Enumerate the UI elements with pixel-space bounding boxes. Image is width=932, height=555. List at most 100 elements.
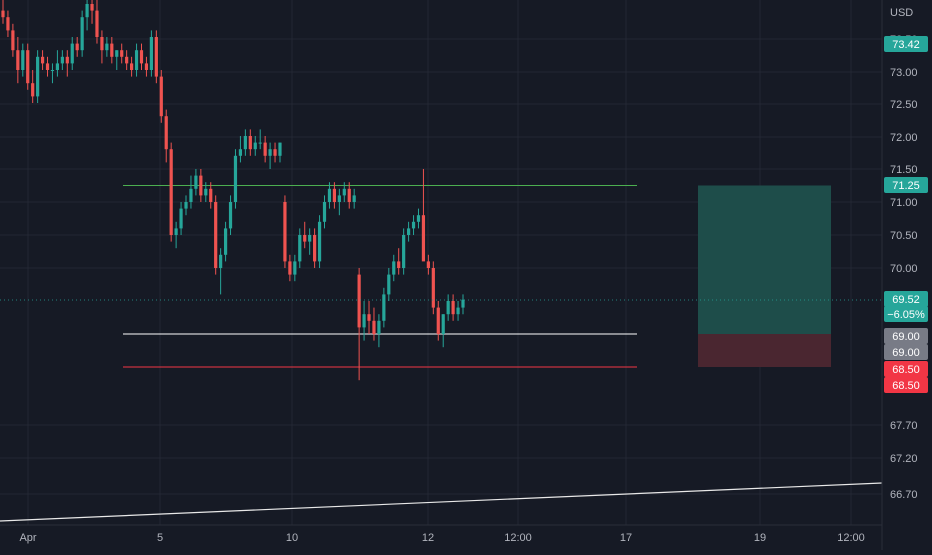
candle[interactable]	[194, 169, 198, 196]
candle[interactable]	[184, 195, 188, 216]
candle[interactable]	[402, 228, 406, 275]
candle[interactable]	[204, 182, 208, 202]
candle[interactable]	[397, 248, 401, 275]
candle[interactable]	[125, 50, 129, 70]
candle[interactable]	[120, 43, 124, 64]
candle[interactable]	[253, 136, 257, 156]
candle[interactable]	[40, 50, 45, 70]
candle[interactable]	[36, 50, 40, 103]
candle[interactable]	[456, 301, 460, 321]
candle[interactable]	[199, 169, 203, 202]
candle[interactable]	[139, 43, 144, 70]
candle[interactable]	[45, 56, 50, 77]
candle[interactable]	[154, 30, 158, 84]
candle[interactable]	[1, 0, 5, 24]
candle[interactable]	[189, 175, 193, 209]
candle[interactable]	[214, 195, 218, 275]
candle[interactable]	[258, 129, 262, 150]
candle[interactable]	[248, 129, 252, 156]
candle[interactable]	[441, 314, 445, 348]
candle[interactable]	[411, 215, 416, 235]
candle[interactable]	[11, 23, 15, 57]
candle[interactable]	[273, 142, 277, 163]
candle[interactable]	[283, 195, 287, 268]
candle[interactable]	[65, 50, 69, 77]
candle[interactable]	[357, 268, 361, 381]
candle[interactable]	[130, 56, 134, 77]
candle[interactable]	[362, 301, 366, 341]
candle[interactable]	[6, 10, 10, 37]
candle[interactable]	[377, 314, 381, 348]
candle[interactable]	[70, 37, 74, 70]
candle[interactable]	[268, 142, 272, 169]
candle[interactable]	[303, 221, 307, 249]
candle[interactable]	[322, 195, 327, 229]
candle[interactable]	[75, 37, 79, 57]
trend-line[interactable]	[0, 482, 883, 522]
candle[interactable]	[219, 248, 223, 295]
candle[interactable]	[238, 136, 243, 163]
candle[interactable]	[80, 10, 84, 57]
candle[interactable]	[149, 30, 153, 77]
candle[interactable]	[223, 221, 228, 262]
candle[interactable]	[313, 228, 317, 268]
candle[interactable]	[387, 268, 391, 301]
candle[interactable]	[55, 50, 60, 77]
loss-zone[interactable]	[698, 334, 831, 367]
candle[interactable]	[406, 221, 411, 242]
candle[interactable]	[426, 254, 430, 275]
candle[interactable]	[352, 188, 356, 209]
candle[interactable]	[95, 0, 99, 44]
candle[interactable]	[298, 228, 302, 268]
candle[interactable]	[134, 43, 139, 77]
candle[interactable]	[382, 287, 386, 328]
candle[interactable]	[174, 221, 178, 249]
candle[interactable]	[26, 43, 30, 90]
candle[interactable]	[263, 136, 267, 163]
candle[interactable]	[159, 70, 163, 123]
candle[interactable]	[347, 182, 351, 209]
candles[interactable]	[1, 0, 465, 381]
candle[interactable]	[367, 301, 371, 334]
candle[interactable]	[169, 142, 173, 242]
candle[interactable]	[179, 202, 183, 235]
candle[interactable]	[421, 169, 426, 262]
candle[interactable]	[50, 63, 55, 84]
position-tool[interactable]	[698, 185, 831, 368]
candle[interactable]	[105, 37, 109, 57]
candle[interactable]	[278, 142, 282, 163]
candle[interactable]	[60, 50, 64, 70]
candle[interactable]	[342, 182, 346, 202]
candle[interactable]	[243, 129, 247, 156]
candle[interactable]	[392, 254, 396, 282]
candle[interactable]	[327, 182, 332, 209]
candle[interactable]	[461, 294, 465, 315]
candle[interactable]	[451, 294, 455, 321]
candle[interactable]	[332, 182, 336, 209]
candle[interactable]	[436, 301, 440, 341]
candle[interactable]	[209, 182, 213, 209]
candle[interactable]	[308, 228, 312, 255]
candle[interactable]	[100, 30, 104, 64]
candle[interactable]	[372, 307, 376, 341]
candle[interactable]	[144, 56, 149, 77]
candle[interactable]	[446, 294, 450, 321]
trend-line-segment[interactable]	[0, 482, 883, 522]
candle[interactable]	[164, 109, 168, 163]
candle[interactable]	[288, 254, 292, 282]
candle[interactable]	[233, 149, 238, 209]
candle[interactable]	[21, 43, 25, 77]
time-axis[interactable]: Apr 5 10 12 12:00 17 19 12:00	[0, 0, 883, 550]
candle[interactable]	[85, 0, 89, 31]
candle[interactable]	[90, 0, 94, 24]
candle[interactable]	[115, 50, 119, 70]
candle[interactable]	[16, 37, 20, 84]
candle[interactable]	[31, 70, 35, 103]
candle[interactable]	[110, 37, 114, 64]
candle[interactable]	[337, 188, 341, 216]
profit-zone[interactable]	[698, 185, 831, 335]
candle[interactable]	[293, 254, 297, 282]
candle[interactable]	[416, 208, 421, 229]
